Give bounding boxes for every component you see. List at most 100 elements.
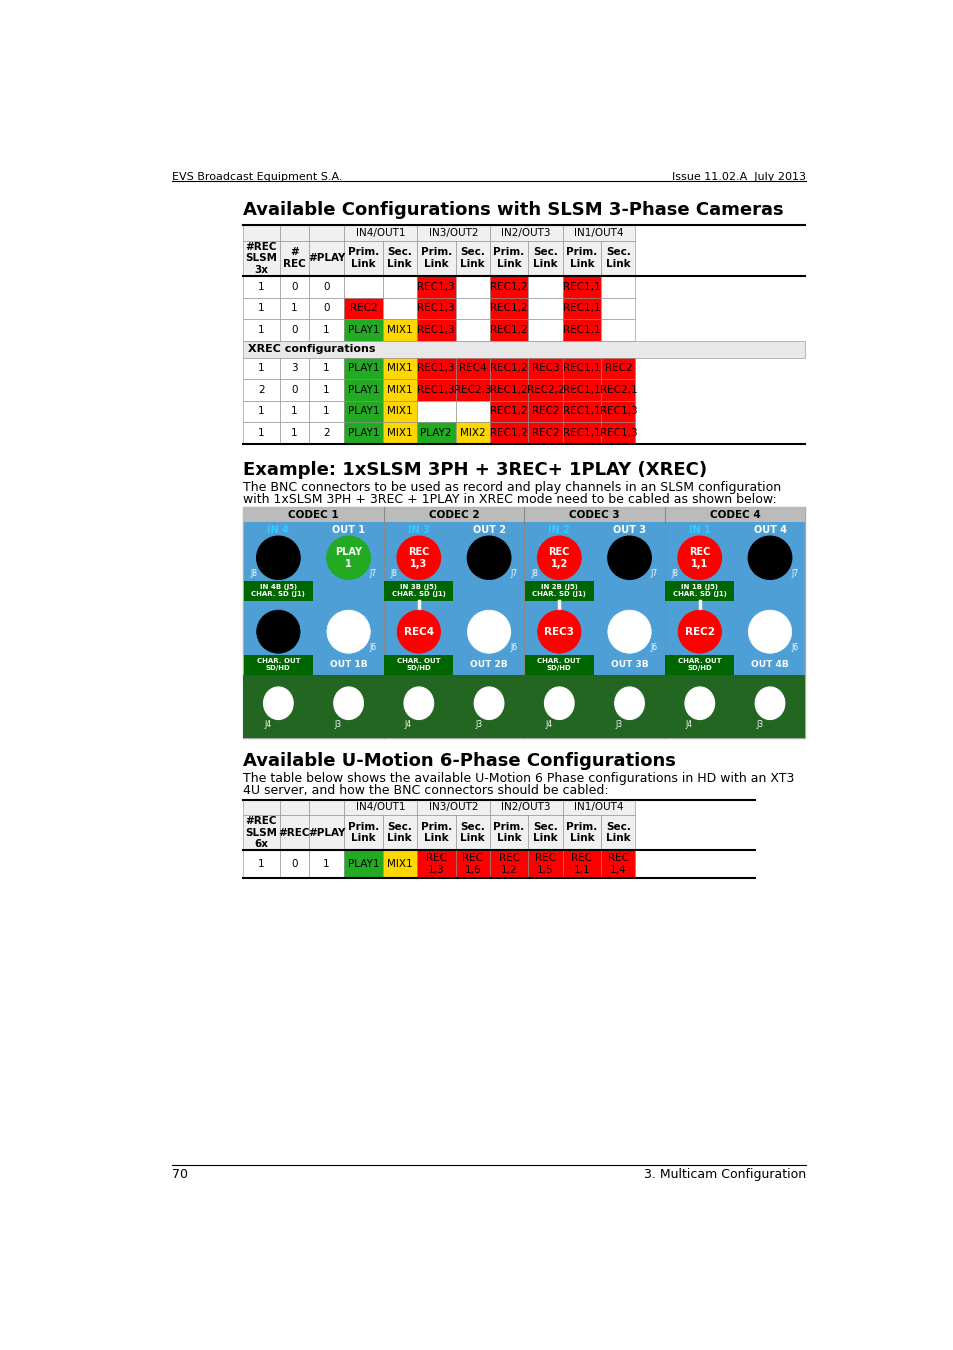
Text: MIX1: MIX1 <box>387 363 413 374</box>
Bar <box>524 655 593 675</box>
Bar <box>279 225 309 240</box>
Text: J3: J3 <box>756 720 762 729</box>
Text: 2: 2 <box>323 428 330 437</box>
Bar <box>562 379 600 401</box>
Text: J3: J3 <box>475 720 481 729</box>
Bar <box>309 815 344 850</box>
Bar <box>309 319 344 340</box>
Bar <box>416 815 456 850</box>
Ellipse shape <box>684 687 714 720</box>
Circle shape <box>607 536 651 579</box>
Circle shape <box>678 536 720 579</box>
Bar <box>600 379 635 401</box>
Bar <box>528 319 562 340</box>
Bar <box>344 358 382 379</box>
Bar <box>382 401 416 423</box>
Text: OUT 4B: OUT 4B <box>750 660 788 670</box>
Text: #PLAY: #PLAY <box>308 254 345 263</box>
Bar <box>416 240 456 275</box>
Bar <box>309 799 344 815</box>
Text: J6: J6 <box>790 643 798 652</box>
Ellipse shape <box>544 687 574 720</box>
Bar <box>382 319 416 340</box>
Bar <box>456 240 489 275</box>
Bar <box>243 275 279 297</box>
Bar <box>528 379 562 401</box>
Text: Prim.
Link: Prim. Link <box>420 822 452 844</box>
Text: REC3: REC3 <box>544 626 574 637</box>
Bar <box>416 423 456 444</box>
Text: IN 3: IN 3 <box>408 525 429 536</box>
Bar <box>600 401 635 423</box>
Text: REC1,2: REC1,2 <box>490 385 527 396</box>
Text: REC2: REC2 <box>531 428 558 437</box>
Bar <box>456 423 489 444</box>
Bar <box>416 297 456 319</box>
Bar <box>528 297 562 319</box>
Bar <box>416 401 456 423</box>
Bar <box>665 580 734 601</box>
Bar <box>456 850 489 878</box>
Text: Available U-Motion 6-Phase Configurations: Available U-Motion 6-Phase Configuration… <box>243 752 676 769</box>
Bar <box>562 815 600 850</box>
Text: Prim.
Link: Prim. Link <box>420 247 452 269</box>
Bar <box>382 850 416 878</box>
Bar <box>562 850 600 878</box>
Bar <box>600 319 635 340</box>
Text: REC1,1: REC1,1 <box>562 304 600 313</box>
Text: 1: 1 <box>258 406 265 417</box>
Bar <box>489 379 528 401</box>
Text: CHAR. OUT
SD/HD: CHAR. OUT SD/HD <box>256 659 300 671</box>
Text: Prim.
Link: Prim. Link <box>493 822 524 844</box>
Bar <box>309 275 344 297</box>
Text: CHAR. OUT
SD/HD: CHAR. OUT SD/HD <box>537 659 580 671</box>
Bar <box>382 358 416 379</box>
Bar <box>416 225 489 240</box>
Text: REC
1,1: REC 1,1 <box>688 547 710 568</box>
Text: 1: 1 <box>258 282 265 292</box>
Bar <box>456 815 489 850</box>
Text: IN2/OUT3: IN2/OUT3 <box>501 802 550 813</box>
Text: REC1,3: REC1,3 <box>598 428 637 437</box>
Text: J6: J6 <box>650 643 657 652</box>
Text: REC
1,1: REC 1,1 <box>571 853 592 875</box>
Text: J7: J7 <box>790 568 798 578</box>
Ellipse shape <box>755 687 784 720</box>
Bar <box>382 423 416 444</box>
Bar <box>600 358 635 379</box>
Bar <box>344 225 416 240</box>
Bar <box>524 580 593 601</box>
Text: REC2,3: REC2,3 <box>454 385 491 396</box>
Circle shape <box>467 610 510 653</box>
Bar <box>489 423 528 444</box>
Bar <box>279 358 309 379</box>
Bar <box>244 655 313 675</box>
Text: CHAR. OUT
SD/HD: CHAR. OUT SD/HD <box>678 659 720 671</box>
Bar <box>416 358 456 379</box>
Text: REC1,2: REC1,2 <box>490 428 527 437</box>
Bar <box>243 508 804 738</box>
Text: IN2/OUT3: IN2/OUT3 <box>501 228 550 238</box>
Text: MIX1: MIX1 <box>387 859 413 869</box>
Text: 1: 1 <box>323 325 330 335</box>
Bar <box>600 815 635 850</box>
Text: J4: J4 <box>545 720 552 729</box>
Text: J6: J6 <box>369 643 376 652</box>
Bar <box>309 240 344 275</box>
Text: OUT 1: OUT 1 <box>332 525 365 536</box>
Text: Issue 11.02.A  July 2013: Issue 11.02.A July 2013 <box>671 171 805 182</box>
Text: OUT 3B: OUT 3B <box>610 660 648 670</box>
Text: PLAY1: PLAY1 <box>347 385 378 396</box>
Circle shape <box>537 536 580 579</box>
Bar <box>279 319 309 340</box>
Bar <box>243 401 279 423</box>
Text: 1: 1 <box>258 304 265 313</box>
Text: REC1,1: REC1,1 <box>562 428 600 437</box>
Bar <box>600 297 635 319</box>
Text: REC1,1: REC1,1 <box>562 282 600 292</box>
Bar <box>456 379 489 401</box>
Circle shape <box>327 610 370 653</box>
Text: J8: J8 <box>391 568 397 578</box>
Bar <box>382 297 416 319</box>
Text: REC1,3: REC1,3 <box>417 282 455 292</box>
